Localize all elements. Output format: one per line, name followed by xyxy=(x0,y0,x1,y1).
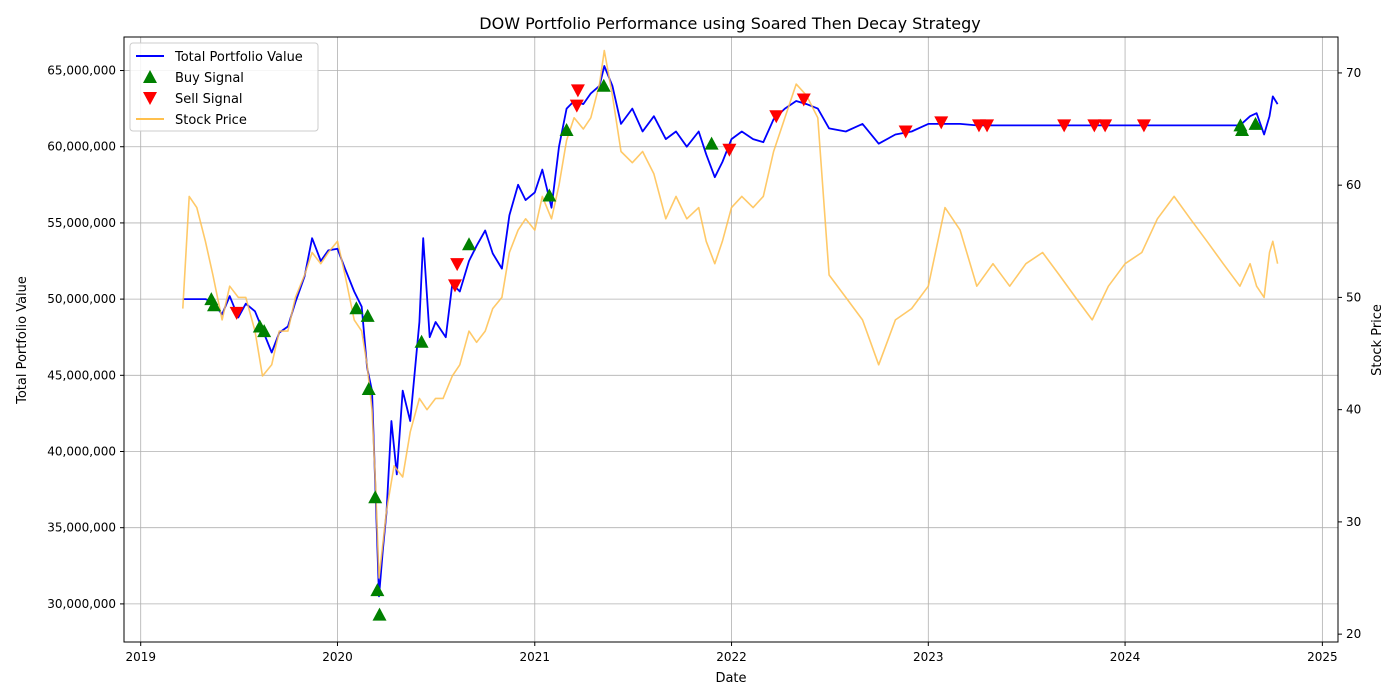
sell-signal-marker xyxy=(229,306,244,320)
y-tick-label-left: 60,000,000 xyxy=(47,140,116,154)
x-tick-label: 2020 xyxy=(322,650,353,664)
sell-signal-marker xyxy=(450,258,465,272)
chart-title: DOW Portfolio Performance using Soared T… xyxy=(479,14,980,33)
y-tick-label-right: 20 xyxy=(1346,627,1361,641)
y-tick-label-right: 60 xyxy=(1346,178,1361,192)
buy-signal-marker xyxy=(361,382,376,396)
buy-signal-marker xyxy=(370,583,385,597)
buy-signal-marker xyxy=(368,490,383,504)
sell-signal-marker xyxy=(980,119,995,133)
plot-area xyxy=(182,49,1279,621)
sell-signal-marker xyxy=(570,84,585,98)
y-tick-label-right: 50 xyxy=(1346,290,1361,304)
buy-signal-marker xyxy=(462,237,477,251)
sell-signal-marker xyxy=(769,110,784,124)
buy-signal-marker xyxy=(360,308,375,322)
sell-signal-marker xyxy=(1098,119,1113,133)
buy-signal-marker xyxy=(207,298,222,312)
sell-signal-marker xyxy=(447,279,462,293)
legend-box xyxy=(129,42,319,132)
y-tick-label-left: 50,000,000 xyxy=(47,292,116,306)
buy-signal-marker xyxy=(349,301,364,315)
x-tick-label: 2019 xyxy=(125,650,156,664)
x-tick-label: 2025 xyxy=(1307,650,1338,664)
buy-signal-marker xyxy=(1248,116,1263,130)
x-tick-label: 2022 xyxy=(716,650,747,664)
x-tick-label: 2024 xyxy=(1110,650,1141,664)
buy-signal-marker xyxy=(704,136,719,150)
sell-signal-marker xyxy=(1087,119,1102,133)
buy-signal-marker xyxy=(596,78,611,92)
y-tick-label-right: 40 xyxy=(1346,403,1361,417)
sell-signal-marker xyxy=(1057,119,1072,133)
legend-label-sell: Sell Signal xyxy=(175,92,243,107)
sell-signal-marker xyxy=(1136,119,1151,133)
buy-signal-marker xyxy=(257,324,272,338)
y-tick-label-left: 30,000,000 xyxy=(47,597,116,611)
y-tick-label-left: 55,000,000 xyxy=(47,216,116,230)
y-tick-label-left: 65,000,000 xyxy=(47,64,116,78)
y-axis-left: 30,000,000 35,000,000 40,000,000 45,000,000… xyxy=(47,64,124,611)
stock-price-line xyxy=(182,49,1279,579)
x-axis-title: Date xyxy=(715,671,746,686)
buy-signal-marker xyxy=(559,122,574,136)
plot-frame xyxy=(123,36,1339,643)
y-tick-label-left: 40,000,000 xyxy=(47,445,116,459)
legend-label-portfolio: Total Portfolio Value xyxy=(174,50,303,65)
y-axis-title-right: Stock Price xyxy=(1370,304,1385,376)
sell-signal-marker xyxy=(796,93,811,107)
buy-signal-marker xyxy=(542,188,557,202)
buy-signal-marker xyxy=(1235,122,1250,136)
x-axis: 2019 2020 2021 2022 2023 2024 2025 xyxy=(125,642,1338,664)
sell-signal-marker xyxy=(934,116,949,130)
x-tick-label: 2023 xyxy=(913,650,944,664)
legend-label-buy: Buy Signal xyxy=(175,71,244,86)
sell-signal-marker xyxy=(898,125,913,139)
y-tick-label-right: 30 xyxy=(1346,515,1361,529)
legend-label-price: Stock Price xyxy=(175,113,247,128)
legend-swatch-sell xyxy=(143,92,157,105)
legend: Total Portfolio Value Buy Signal Sell Si… xyxy=(129,42,319,132)
sell-signal-marker xyxy=(569,99,584,113)
y-tick-label-left: 45,000,000 xyxy=(47,368,116,382)
sell-signal-marker xyxy=(722,143,737,157)
y-axis-title-left: Total Portfolio Value xyxy=(15,276,30,405)
legend-swatch-buy xyxy=(143,70,157,83)
y-tick-label-left: 35,000,000 xyxy=(47,521,116,535)
x-tick-label: 2021 xyxy=(520,650,551,664)
y-axis-right: 20 30 40 50 60 70 xyxy=(1338,66,1361,641)
y-tick-label-right: 70 xyxy=(1346,66,1361,80)
buy-signal-marker xyxy=(372,607,387,621)
buy-signal-marker xyxy=(414,334,429,348)
